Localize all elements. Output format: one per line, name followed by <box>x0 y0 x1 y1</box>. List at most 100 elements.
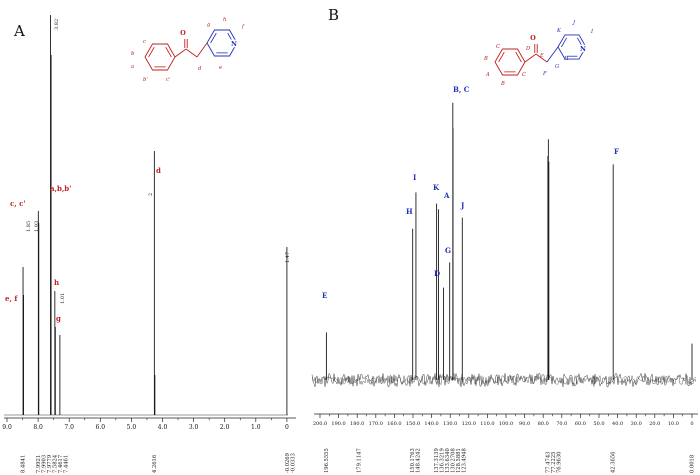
peak-annotation: h <box>54 278 59 287</box>
axis-tick-label: 90.0 <box>519 421 530 427</box>
axis-tick-label: 170.0 <box>369 421 383 427</box>
axis-tick-label: 160.0 <box>387 421 401 427</box>
axis-tick-label: 20.0 <box>649 421 660 427</box>
peak-list-value: 7.9779 <box>47 455 53 473</box>
axis-tick-label: 110.0 <box>480 421 494 427</box>
atom-label: b <box>131 51 134 57</box>
peak-annotation: A <box>443 191 450 200</box>
peak-annotation: B, C <box>453 85 470 94</box>
panel-a-label: A <box>14 22 25 40</box>
peak-annotation: K <box>433 183 440 192</box>
atom-label: O <box>530 34 536 42</box>
peak-annotation: J <box>460 201 465 210</box>
axis-tick-label: 10.0 <box>668 421 679 427</box>
peak-annotation: G <box>445 246 451 255</box>
atom-label: g <box>207 22 211 28</box>
peak-list-value: 77.4743 <box>545 452 551 473</box>
peak-annotation: d <box>156 166 161 175</box>
axis-tick-label: 3.0 <box>189 424 199 431</box>
atom-label: G <box>555 64 559 70</box>
peak-annotation: H <box>406 207 413 216</box>
noise-trace <box>311 374 697 386</box>
axis-tick-label: 180.0 <box>350 421 364 427</box>
axis-tick-label: 190.0 <box>331 421 345 427</box>
axis-tick-label: 8.0 <box>33 424 43 431</box>
peak-annotation: F <box>614 147 619 156</box>
peak-list-value: 179.1147 <box>356 448 362 473</box>
double-bond <box>498 51 505 63</box>
atom-label: E <box>539 53 544 59</box>
axis-tick-label: 140.0 <box>424 421 438 427</box>
atom-label: A <box>485 72 490 78</box>
double-bond <box>561 37 568 48</box>
double-bond <box>210 32 217 44</box>
axis-tick-label: 2.0 <box>220 424 230 431</box>
peak-list-value: 150.1763 <box>410 448 416 473</box>
peak-list-value: 137.3139 <box>434 448 440 473</box>
atom-label: J <box>572 20 576 26</box>
ring <box>494 48 526 76</box>
axis-tick-label: 9.0 <box>2 424 12 431</box>
atom-label: e <box>219 65 222 71</box>
peak-annotation: a,b,b' <box>50 184 71 193</box>
peak-list-value: 136.3219 <box>440 448 446 473</box>
double-bond <box>227 32 234 44</box>
atom-label: I <box>590 29 594 35</box>
peak-list-value: 130.2708 <box>451 448 457 473</box>
integration-value: 1.01 <box>60 293 66 304</box>
integration-value: 1.85 <box>26 221 32 232</box>
bond <box>174 48 187 58</box>
atom-label: N <box>231 40 237 48</box>
axis-tick-label: 0 <box>690 421 693 427</box>
peak-annotation: E <box>322 291 327 300</box>
atom-label: K <box>556 28 562 34</box>
axis-tick-label: 50.0 <box>593 421 604 427</box>
axis-tick-label: 6.0 <box>96 424 106 431</box>
noise-trace <box>311 372 697 388</box>
peak-list-value: -0.0269 <box>285 453 291 473</box>
atom-label: b' <box>143 77 148 83</box>
integration-value: 1.93 <box>34 221 40 232</box>
axis-tick-label: 4.0 <box>158 424 168 431</box>
atom-label: h <box>223 17 226 23</box>
atom-label: c <box>143 39 146 45</box>
atom-label: a <box>131 64 134 70</box>
double-bond <box>148 46 155 58</box>
integration-value: 2 <box>148 193 154 196</box>
peak-annotation: D <box>434 269 440 278</box>
bond <box>196 42 208 58</box>
peak-annotation: g <box>56 314 61 323</box>
axis-tick-label: 120.0 <box>462 421 476 427</box>
peak-list-value: 7.4461 <box>63 455 69 473</box>
peak-list-value: 0.0018 <box>689 455 695 473</box>
bond <box>524 53 537 63</box>
atom-label: C <box>496 44 500 50</box>
peak-annotation: c, c' <box>10 199 26 208</box>
bond <box>185 48 198 58</box>
peak-list-value: 76.9630 <box>556 452 562 473</box>
atom-label: O <box>180 29 186 37</box>
peak-list-value: 7.9921 <box>36 455 42 473</box>
peak-list-value: 123.4948 <box>462 448 468 473</box>
double-bond <box>165 46 172 58</box>
spectrum-a-canvas: 9.0 8.0 7.0 6.0 5.0 4.0 3.0 2.0 1.0 0 c, c' a,b,b' e… <box>2 15 297 473</box>
peak-annotation: I <box>413 173 416 182</box>
double-bond <box>515 51 522 63</box>
atom-label: B <box>500 81 505 87</box>
peak-list-value: 148.4242 <box>416 448 422 473</box>
peak-list-value: 7.5824 <box>52 454 58 473</box>
bond <box>546 46 559 63</box>
ring <box>144 43 176 71</box>
peak-list-value: 7.4617 <box>58 455 64 473</box>
atom-label: c' <box>166 77 170 83</box>
axis-tick-label: 80.0 <box>538 421 549 427</box>
integration-value: 3.82 <box>54 19 60 30</box>
bond <box>535 53 548 63</box>
peak-list-value: 77.2225 <box>551 452 557 473</box>
atom-label: N <box>580 45 586 53</box>
peak-list-value: -0.0333 <box>291 453 297 473</box>
atom-label: B <box>483 56 488 62</box>
axis-tick-label: 5.0 <box>127 424 137 431</box>
peak-list-value: 4.2616 <box>152 455 158 473</box>
